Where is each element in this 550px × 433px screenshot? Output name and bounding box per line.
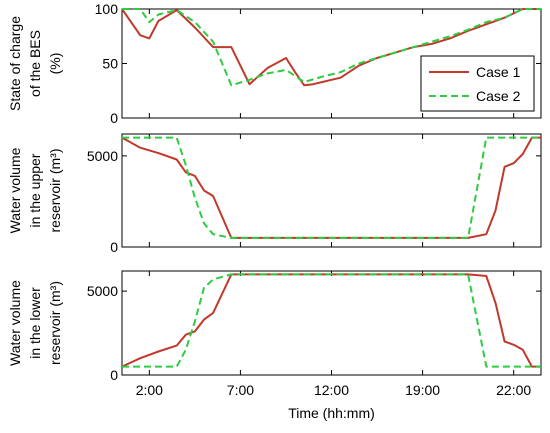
y-axis-label: (%): [47, 53, 63, 75]
y-axis-label: reservoir (m³): [47, 281, 63, 365]
series-line-case-2: [122, 136, 541, 239]
series-line-case-2: [122, 273, 541, 368]
y-tick-label: 0: [110, 110, 118, 126]
panel-1: 0 50 100 State of charge of the BES (%) Case 1…: [7, 1, 542, 126]
y-tick-label: 5000: [87, 283, 118, 299]
x-tick-label: 19:00: [405, 382, 440, 398]
y-axis-label: reservoir (m³): [47, 149, 63, 233]
legend: Case 1 Case 2: [420, 55, 535, 112]
y-tick-label: 100: [95, 1, 119, 17]
y-tick-label: 5000: [87, 148, 118, 164]
y-axis-label: in the lower: [27, 287, 43, 359]
x-tick-label: 12:00: [314, 382, 349, 398]
y-axis-label: of the BES: [27, 30, 43, 97]
y-axis-label: Water volume: [7, 147, 23, 233]
legend-label: Case 2: [476, 88, 521, 104]
y-axis-label: State of charge: [7, 16, 23, 111]
y-tick-label: 0: [110, 239, 118, 255]
legend-box: [420, 55, 535, 112]
legend-label: Case 1: [476, 64, 521, 80]
x-tick-label: 2:00: [136, 382, 163, 398]
axes-box: [121, 133, 542, 248]
x-tick-label: 7:00: [227, 382, 254, 398]
x-tick-label: 22:00: [496, 382, 531, 398]
series-line-case-2: [122, 8, 541, 87]
y-axis-label: in the upper: [27, 153, 43, 227]
series-line-case-1: [121, 8, 541, 87]
y-axis-label: Water volume: [7, 280, 23, 366]
y-tick-label: 0: [110, 367, 118, 383]
y-tick-label: 50: [102, 56, 118, 72]
x-axis-label: Time (hh:mm): [288, 405, 375, 421]
panel-2: 0 5000 Water volume in the upper reservoir (…: [7, 133, 542, 255]
panel-3: 0 5000 2:00 7:00 12:00 19:00 22:00 Water volume…: [7, 270, 542, 421]
